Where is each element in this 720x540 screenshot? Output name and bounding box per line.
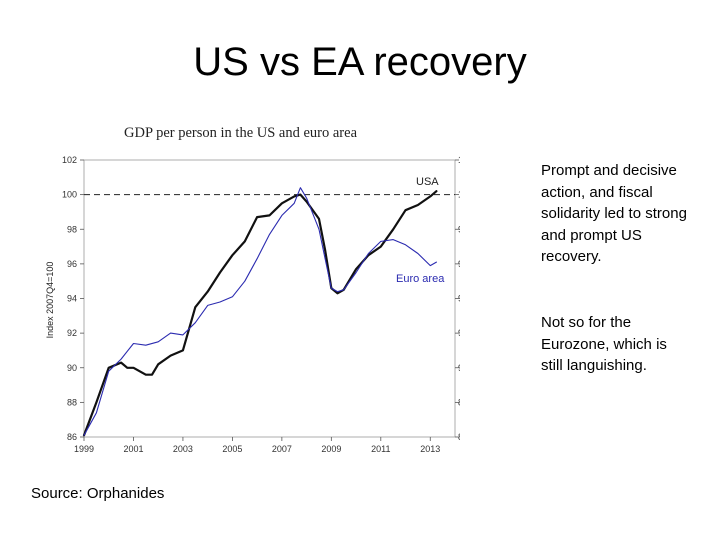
x-tick-label-2: 2003 [173, 444, 193, 454]
chart-svg: GDP per person in the US and euro area I… [45, 125, 460, 454]
plot-frame [83, 159, 456, 438]
y-tick-label-right-5: 96 [458, 259, 460, 269]
y-tick-label-left-6: 98 [67, 224, 77, 234]
y-axis-label: Index 2007Q4=100 [45, 262, 55, 339]
y-tick-label-left-0: 86 [67, 432, 77, 442]
x-tick-label-6: 2011 [371, 444, 390, 454]
series-label-usa: USA [416, 176, 439, 188]
y-tick-label-left-3: 92 [67, 328, 77, 338]
y-tick-label-right-3: 92 [458, 328, 460, 338]
y-tick-label-right-4: 94 [458, 294, 460, 304]
y-tick-label-right-8: 102 [458, 155, 460, 165]
y-tick-label-right-7: 100 [458, 190, 460, 200]
y-tick-label-left-7: 100 [62, 190, 77, 200]
y-tick-label-right-1: 88 [458, 397, 460, 407]
chart-title: GDP per person in the US and euro area [124, 125, 358, 141]
source-note: Source: Orphanides [31, 485, 165, 502]
y-tick-label-left-4: 94 [67, 294, 77, 304]
axes-layer: 86 86 88 88 90 90 92 92 94 94 96 96 98 98 100 100 102 102… [62, 155, 460, 454]
y-tick-label-right-6: 98 [458, 224, 460, 234]
slide-title: US vs EA recovery [193, 40, 527, 84]
y-tick-label-right-0: 86 [458, 432, 460, 442]
x-tick-label-0: 1999 [74, 444, 94, 454]
x-tick-label-7: 2013 [420, 444, 440, 454]
x-tick-label-5: 2009 [321, 444, 341, 454]
y-tick-label-left-1: 88 [67, 397, 77, 407]
y-tick-label-left-5: 96 [67, 259, 77, 269]
y-tick-label-left-2: 90 [67, 363, 77, 373]
y-tick-label-left-8: 102 [62, 155, 77, 165]
series-label-euro-area: Euro area [396, 273, 445, 285]
commentary-us: Prompt and decisive action, and fiscal s… [541, 162, 687, 265]
series-line-usa [82, 190, 438, 437]
x-tick-label-1: 2001 [123, 444, 143, 454]
x-tick-label-3: 2005 [222, 444, 242, 454]
gdp-line-chart: GDP per person in the US and euro area I… [40, 122, 460, 467]
series-layer [82, 187, 438, 437]
y-tick-label-right-2: 90 [458, 363, 460, 373]
x-tick-label-4: 2007 [272, 444, 292, 454]
series-line-euro-area [83, 187, 437, 436]
commentary-eurozone: Not so for the Eurozone, which is still … [541, 314, 667, 374]
